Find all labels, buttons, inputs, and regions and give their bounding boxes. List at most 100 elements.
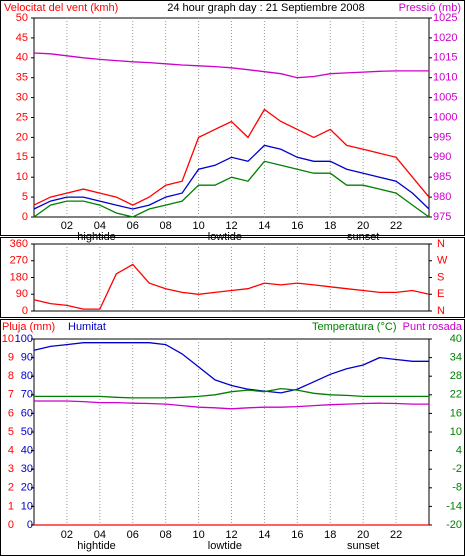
axis-label: Temperatura (°C) xyxy=(312,321,396,333)
x-tick-label: 12 xyxy=(225,529,237,541)
y3-tick-label: 4 xyxy=(456,445,462,457)
y2-tick-label: N xyxy=(437,305,445,317)
y-tick-label: 45 xyxy=(16,32,28,44)
y-tick-label: 10 xyxy=(16,171,28,183)
y-tick-label: 50 xyxy=(16,12,28,24)
annotation: sunset xyxy=(347,540,379,552)
y-tick-label: 8 xyxy=(8,370,14,382)
x-tick-label: 18 xyxy=(324,529,336,541)
x-tick-label: 10 xyxy=(192,529,204,541)
x-tick-label: 06 xyxy=(127,529,139,541)
axis-label: Pluja (mm) xyxy=(2,321,55,333)
y2-tick-label: 980 xyxy=(433,191,451,203)
y-tick-label: 10 xyxy=(2,333,14,345)
series-line xyxy=(34,387,429,399)
chart-title: 24 hour graph day : 21 Septiembre 2008 xyxy=(167,2,365,14)
y2-tick-label: 100 xyxy=(15,333,33,345)
x-tick-label: 20 xyxy=(357,529,369,541)
series-line xyxy=(34,400,429,410)
series-line xyxy=(33,263,430,310)
y2-tick-label: 995 xyxy=(433,131,451,143)
y3-tick-label: -20 xyxy=(446,519,462,531)
y2-tick-label: 70 xyxy=(21,389,33,401)
x-tick-label: 04 xyxy=(94,529,106,541)
y-tick-label: 30 xyxy=(16,92,28,104)
y2-tick-label: 1005 xyxy=(433,92,457,104)
y2-tick-label: 990 xyxy=(433,151,451,163)
y2-tick-label: 90 xyxy=(21,352,33,364)
y3-tick-label: 28 xyxy=(450,370,462,382)
annotation: hightide xyxy=(77,231,116,243)
y2-tick-label: N xyxy=(437,238,445,250)
y-tick-label: 9 xyxy=(8,352,14,364)
y-tick-label: 40 xyxy=(16,52,28,64)
x-tick-label: 08 xyxy=(160,529,172,541)
y-tick-label: 90 xyxy=(16,288,28,300)
x-tick-label: 08 xyxy=(160,220,172,232)
series-line xyxy=(33,52,429,79)
y2-tick-label: 1025 xyxy=(433,12,457,24)
axis-label: Pressió (mb) xyxy=(399,2,461,14)
y3-tick-label: 34 xyxy=(450,352,462,364)
series-line xyxy=(33,144,430,210)
y3-tick-label: -14 xyxy=(446,500,462,512)
y-tick-label: 4 xyxy=(8,445,14,457)
y2-tick-label: 40 xyxy=(21,445,33,457)
y-tick-label: 20 xyxy=(16,131,28,143)
y-tick-label: 0 xyxy=(22,305,28,317)
y-tick-label: 5 xyxy=(22,191,28,203)
y2-tick-label: 1000 xyxy=(433,111,457,123)
y2-tick-label: 975 xyxy=(433,211,451,223)
y-tick-label: 6 xyxy=(8,407,14,419)
x-tick-label: 06 xyxy=(127,220,139,232)
y2-tick-label: E xyxy=(437,288,444,300)
y-tick-label: 0 xyxy=(22,211,28,223)
x-tick-label: 04 xyxy=(94,220,106,232)
x-tick-label: 20 xyxy=(357,220,369,232)
annotation: sunset xyxy=(347,231,379,243)
y2-tick-label: 50 xyxy=(21,426,33,438)
y-tick-label: 0 xyxy=(8,519,14,531)
y2-tick-label: 30 xyxy=(21,463,33,475)
y3-tick-label: 10 xyxy=(450,426,462,438)
y-tick-label: 15 xyxy=(16,151,28,163)
y3-tick-label: 40 xyxy=(450,333,462,345)
x-tick-label: 02 xyxy=(61,529,73,541)
y3-tick-label: -2 xyxy=(452,463,462,475)
y-tick-label: 360 xyxy=(10,238,28,250)
y2-tick-label: W xyxy=(437,255,448,267)
axis-label: Humitat xyxy=(68,321,106,333)
y-tick-label: 35 xyxy=(16,72,28,84)
annotation: lowtide xyxy=(208,231,242,243)
y2-tick-label: 10 xyxy=(21,500,33,512)
x-tick-label: 02 xyxy=(61,220,73,232)
y2-tick-label: S xyxy=(437,271,444,283)
y-tick-label: 5 xyxy=(8,426,14,438)
x-tick-label: 18 xyxy=(324,220,336,232)
y2-tick-label: 1015 xyxy=(433,52,457,64)
y3-tick-label: 16 xyxy=(450,407,462,419)
x-tick-label: 22 xyxy=(390,529,402,541)
y3-tick-label: 22 xyxy=(450,389,462,401)
y-tick-label: 7 xyxy=(8,389,14,401)
y2-tick-label: 1020 xyxy=(433,32,457,44)
y2-tick-label: 985 xyxy=(433,171,451,183)
y-tick-label: 180 xyxy=(10,271,28,283)
x-tick-label: 16 xyxy=(291,220,303,232)
axis-label: Velocitat del vent (kmh) xyxy=(4,2,118,14)
annotation: hightide xyxy=(77,540,116,552)
y2-tick-label: 80 xyxy=(21,370,33,382)
y2-tick-label: 20 xyxy=(21,482,33,494)
y2-tick-label: 0 xyxy=(27,519,33,531)
y-tick-label: 1 xyxy=(8,500,14,512)
series-line xyxy=(33,108,430,206)
series-line xyxy=(33,160,430,218)
y2-tick-label: 1010 xyxy=(433,72,457,84)
series-line xyxy=(33,342,429,394)
y2-tick-label: 60 xyxy=(21,407,33,419)
y-tick-label: 270 xyxy=(10,255,28,267)
x-tick-label: 12 xyxy=(225,220,237,232)
x-tick-label: 16 xyxy=(291,529,303,541)
x-tick-label: 14 xyxy=(258,220,270,232)
